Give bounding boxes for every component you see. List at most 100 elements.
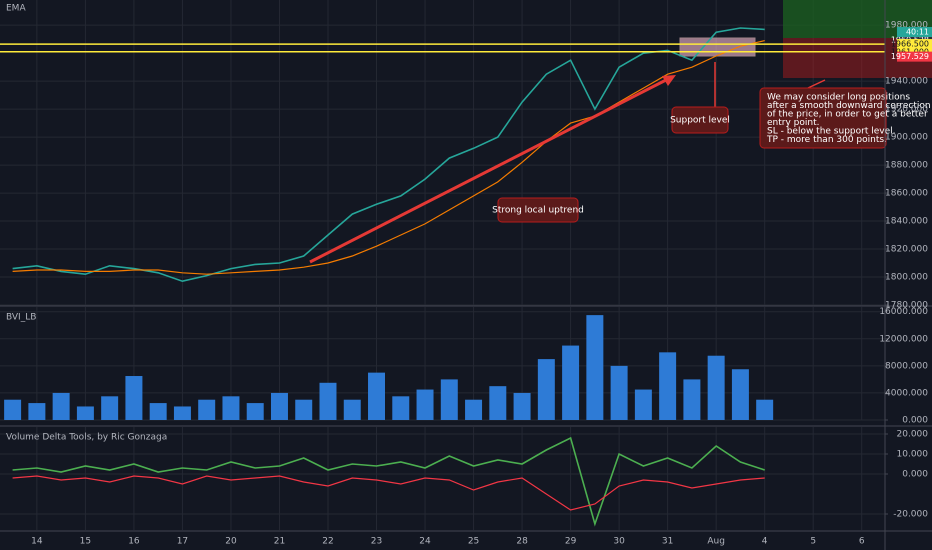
x-tick-label: 16 [128,537,140,547]
bar [707,355,725,420]
bar [562,345,580,420]
bar [683,379,701,420]
support-text: Support level [670,116,730,126]
bar [295,399,313,420]
series-line [12,27,765,283]
series-line [12,436,765,527]
idea-line: TP - more than 300 points. [766,135,887,145]
pane-title: Volume Delta Tools, by Ric Gonzaga [6,433,167,443]
uptrend-callout [497,197,579,223]
bar [465,399,483,420]
y-tick-label: 1820.000 [885,245,928,255]
y-tick-label: 10.000 [897,450,929,460]
bar [489,386,507,420]
bar [756,399,774,420]
x-tick-label: 25 [468,537,479,547]
x-tick-label: 22 [322,537,333,547]
bar [368,372,386,420]
bar [731,369,749,420]
price-badge-label: 1957.529 [891,52,929,61]
axis: 14 15 16 17 20 21 22 23 24 25 28 29 30 31 Aug 4 5 6 1780.0… [31,21,932,547]
bar [610,365,628,420]
idea-line: of the price, in order to get a better [767,110,928,120]
countdown-badge [897,27,932,37]
y-tick-label: 1900.000 [885,133,928,143]
idea-callout [759,87,887,149]
bar [416,389,434,420]
bar [270,392,288,420]
trend-arrow [309,77,669,264]
y-tick-label: -20.000 [893,510,928,520]
pane-title: BVI_LB [6,313,36,323]
y-tick-label: 1920.000 [885,105,928,115]
bar [319,382,337,420]
bar [173,406,191,420]
bar [440,379,458,420]
idea-line: after a smooth downward correction [767,101,931,111]
bar [392,396,410,420]
bar [537,359,555,420]
y-tick-label: 4000.000 [885,388,928,398]
x-tick-label: 20 [225,537,237,547]
bar [198,399,216,420]
bar [125,376,143,420]
bar [222,396,240,420]
x-tick-label: 21 [274,537,285,547]
pane-title: EMA [6,4,26,14]
y-tick-label: 0.000 [902,470,928,480]
x-tick-label: 5 [810,537,816,547]
bar [52,392,70,420]
x-tick-label: 14 [31,537,43,547]
countdown: 40:11 [906,28,929,37]
y-tick-label: 0.000 [902,416,928,426]
uptrend-text: Strong local uptrend [492,206,584,216]
idea-pointer [807,79,826,89]
x-tick-label: 29 [565,537,577,547]
x-tick-label: 23 [371,537,382,547]
x-tick-label: 17 [177,537,188,547]
bar [343,399,361,420]
bar [149,403,167,420]
x-tick-label: 31 [662,537,673,547]
x-tick-label: 28 [516,537,528,547]
price-badge [897,39,932,50]
series-line [12,40,765,275]
series-line [12,475,765,511]
y-tick-label: 1800.000 [885,273,928,283]
bar [101,396,119,420]
y-tick-label: 1860.000 [885,189,928,199]
x-tick-label: 30 [613,537,625,547]
idea-line: SL - below the support level. [767,127,895,137]
y-tick-label: 1840.000 [885,217,928,227]
bar [586,315,604,420]
bar [28,403,46,420]
idea-line: entry point. [767,118,819,128]
y-tick-label: 20.000 [897,430,929,440]
bar [76,406,94,420]
bar [246,403,264,420]
bar [4,399,22,420]
x-tick-label: 24 [419,537,431,547]
y-tick-label: 1940.000 [885,77,928,87]
support-box [679,37,756,57]
price-badge-label: 1966.500 [891,40,929,49]
y-tick-label: 1780.000 [885,301,928,311]
price-badge [897,51,932,62]
bar [513,392,531,420]
idea-line: We may consider long positions [767,93,910,103]
support-callout [671,106,729,134]
bar [659,352,677,420]
y-tick-label: 12000.000 [879,334,928,344]
x-tick-label: 4 [762,537,768,547]
bar [634,389,652,420]
y-tick-label: 1880.000 [885,161,928,171]
x-tick-label: Aug [707,537,725,547]
x-tick-label: 6 [859,537,865,547]
y-tick-label: 1980.000 [885,21,928,31]
y-tick-label: 16000.000 [879,307,928,317]
y-tick-label: 8000.000 [885,361,928,371]
